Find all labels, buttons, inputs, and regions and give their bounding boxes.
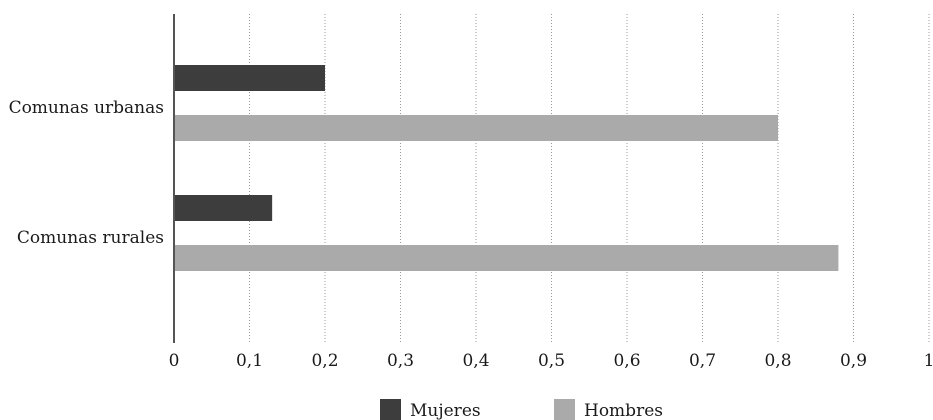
legend-label: Mujeres [410, 401, 481, 420]
category-label: Comunas rurales [17, 228, 164, 248]
bar-hombres-1 [174, 245, 839, 271]
x-tick-label: 0,7 [689, 351, 716, 371]
x-tick-label: 0,9 [840, 351, 867, 371]
x-tick-label: 0,4 [462, 351, 489, 371]
legend-swatch-hombres [554, 399, 575, 420]
x-tick-label: 1 [924, 351, 933, 371]
bars [174, 65, 839, 271]
grid-lines [249, 14, 930, 343]
legend-label: Hombres [584, 401, 663, 420]
x-tick-label: 0,5 [538, 351, 565, 371]
x-tick-label: 0,3 [387, 351, 414, 371]
x-tick-label: 0,2 [311, 351, 338, 371]
category-label: Comunas urbanas [9, 98, 164, 118]
bar-mujeres-1 [174, 195, 273, 221]
x-tick-label: 0 [169, 351, 180, 371]
legend: Mujeres Hombres [380, 399, 663, 420]
x-tick-label: 0,6 [613, 351, 640, 371]
bar-mujeres-0 [174, 65, 325, 91]
category-labels: Comunas urbanas Comunas rurales [9, 98, 164, 248]
x-tick-label: 0,1 [236, 351, 263, 371]
bar-hombres-0 [174, 115, 778, 141]
legend-swatch-mujeres [380, 399, 401, 420]
x-tick-labels: 0 0,1 0,2 0,3 0,4 0,5 0,6 0,7 0,8 0,9 1 [169, 351, 933, 371]
x-tick-label: 0,8 [764, 351, 791, 371]
